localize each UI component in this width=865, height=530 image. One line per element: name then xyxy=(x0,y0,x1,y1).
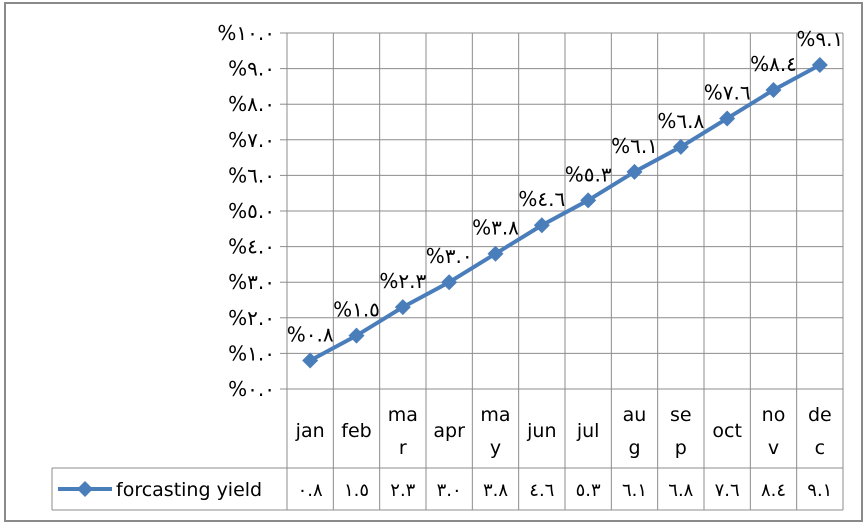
y-tick-label: %٠.٠ xyxy=(228,377,275,401)
data-label: %٩.١ xyxy=(796,27,843,51)
table-value-cell: ٣.٠ xyxy=(437,480,462,501)
x-tick-label: oct xyxy=(712,420,742,442)
table-value-cell: ٤.٦ xyxy=(529,480,554,501)
y-tick-label: %٨.٠ xyxy=(228,92,275,116)
data-point-marker xyxy=(626,163,643,180)
data-label: %٣.٠ xyxy=(426,244,473,268)
x-tick-label: de xyxy=(808,404,832,426)
table-value-cell: ٧.٦ xyxy=(715,480,740,501)
x-tick-label: se xyxy=(670,404,692,426)
y-tick-label: %٢.٠ xyxy=(228,306,275,330)
chart-border xyxy=(4,2,863,522)
data-labels: %٠.٨%١.٥ %٢.٣%٣.٠ %٣.٨ %٤.٦%٥.٣ %٦.١%٦.٨%٧.٦… xyxy=(287,27,844,346)
x-tick-label: jan xyxy=(295,420,325,442)
table-value-cell: ٨.٤ xyxy=(761,480,786,501)
data-point-marker xyxy=(533,217,550,234)
legend-series-name: forcasting yield xyxy=(116,479,262,501)
data-point-marker xyxy=(348,327,365,344)
data-point-marker xyxy=(302,352,319,369)
data-label: %٥.٣ xyxy=(565,162,612,186)
x-tick-label-wrap: r xyxy=(399,437,407,459)
data-label: %٠.٨ xyxy=(287,323,334,347)
x-tick-label: jul xyxy=(576,420,600,442)
x-tick-label: feb xyxy=(341,420,371,442)
table-value-cell: ٠.٨ xyxy=(298,480,323,501)
data-label: %٣.٨ xyxy=(472,216,519,240)
data-label: %٦.٨ xyxy=(657,109,704,133)
data-point-marker xyxy=(580,192,597,209)
table-value-cell: ٢.٣ xyxy=(390,480,415,501)
x-tick-label-wrap: v xyxy=(768,437,779,459)
data-label: %٢.٣ xyxy=(379,269,426,293)
data-label: %٧.٦ xyxy=(704,80,751,104)
data-point-marker xyxy=(487,245,504,262)
data-point-marker xyxy=(719,110,736,127)
x-tick-label-wrap: y xyxy=(490,437,501,459)
x-tick-label-wrap: g xyxy=(628,437,640,459)
table-value-cell: ٩.١ xyxy=(807,480,832,501)
data-label: %٦.١ xyxy=(611,134,658,158)
y-tick-label: %٦.٠ xyxy=(228,163,275,187)
table-value-cell: ٥.٣ xyxy=(576,480,601,501)
series-forcasting-yield xyxy=(302,57,828,369)
y-axis-tick-labels: %٠.٠ %١.٠ %٢.٠ %٣.٠ %٤.٠ %٥.٠ %٦.٠ %٧.٠ %٨.٠ %٩.٠… xyxy=(217,21,275,401)
data-label: %٨.٤ xyxy=(750,52,797,76)
y-tick-label: %٣.٠ xyxy=(228,270,275,294)
data-point-marker xyxy=(765,81,782,98)
y-tick-label: %٩.٠ xyxy=(228,57,275,81)
gridlines xyxy=(280,32,844,510)
x-tick-label: jun xyxy=(526,420,556,442)
y-tick-label: %٥.٠ xyxy=(228,199,275,223)
table-value-cell: ٦.٨ xyxy=(668,480,693,501)
y-tick-label: %٧.٠ xyxy=(228,128,275,152)
data-point-marker xyxy=(672,138,689,155)
table-value-cell: ٦.١ xyxy=(622,480,647,501)
y-tick-label: %٤.٠ xyxy=(228,235,275,259)
data-point-marker xyxy=(441,274,458,291)
series-line xyxy=(309,63,821,363)
x-tick-label: no xyxy=(762,404,786,426)
legend-marker xyxy=(77,481,93,497)
x-tick-label: au xyxy=(623,404,647,426)
data-point-marker xyxy=(394,299,411,316)
x-tick-label-wrap: c xyxy=(815,437,825,459)
table-value-cell: ٣.٨ xyxy=(483,480,508,501)
y-tick-label: %١.٠ xyxy=(228,341,275,365)
data-label: %٤.٦ xyxy=(518,187,565,211)
x-tick-label: ma xyxy=(388,404,418,426)
x-tick-label: ma xyxy=(480,404,510,426)
y-tick-label: %١٠.٠ xyxy=(217,21,275,45)
x-tick-label: apr xyxy=(433,420,465,442)
table-value-cell: ١.٥ xyxy=(344,480,369,501)
x-tick-label-wrap: p xyxy=(675,437,687,459)
data-point-marker xyxy=(811,57,828,74)
data-label: %١.٥ xyxy=(333,298,380,322)
